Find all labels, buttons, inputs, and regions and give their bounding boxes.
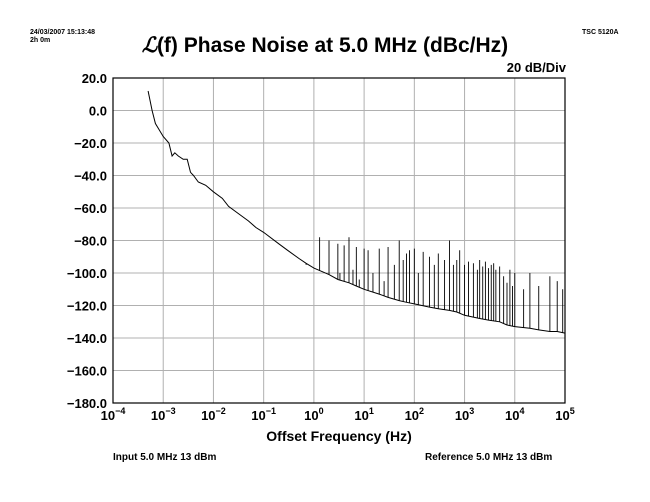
y-tick-label: 0.0 bbox=[89, 104, 107, 119]
y-tick-label: −180.0 bbox=[67, 396, 107, 411]
x-tick-label: 105 bbox=[555, 406, 574, 423]
x-tick-label: 10−4 bbox=[101, 406, 126, 423]
y-tick-label: −100.0 bbox=[67, 266, 107, 281]
x-tick-label: 10−2 bbox=[201, 406, 226, 423]
y-tick-label: −60.0 bbox=[74, 201, 107, 216]
x-tick-label: 10−3 bbox=[151, 406, 176, 423]
x-tick-label: 104 bbox=[505, 406, 524, 423]
x-tick-label: 100 bbox=[304, 406, 323, 423]
measurement-duration: 2h 0m bbox=[30, 37, 51, 44]
x-tick-label: 101 bbox=[354, 406, 373, 423]
title-symbol: ℒ bbox=[141, 32, 157, 57]
x-tick-label: 102 bbox=[405, 406, 424, 423]
plot-frame bbox=[112, 77, 566, 404]
y-tick-label: −140.0 bbox=[67, 331, 107, 346]
chart-title: ℒ(f) Phase Noise at 5.0 MHz (dBc/Hz) bbox=[0, 32, 650, 58]
y-tick-label: −20.0 bbox=[74, 136, 107, 151]
reference-info: Reference 5.0 MHz 13 dBm bbox=[425, 452, 553, 463]
y-tick-label: −160.0 bbox=[67, 364, 107, 379]
measurement-timestamp: 24/03/2007 15:13:48 bbox=[30, 29, 95, 36]
x-tick-label: 10−1 bbox=[251, 406, 276, 423]
title-text: (f) Phase Noise at 5.0 MHz (dBc/Hz) bbox=[156, 34, 509, 57]
x-axis-title: Offset Frequency (Hz) bbox=[266, 428, 411, 444]
y-tick-label: −40.0 bbox=[74, 169, 107, 184]
y-tick-label: −120.0 bbox=[67, 299, 107, 314]
instrument-model: TSC 5120A bbox=[582, 29, 619, 36]
y-tick-label: −80.0 bbox=[74, 234, 107, 249]
x-tick-label: 103 bbox=[455, 406, 474, 423]
scale-label: 20 dB/Div bbox=[506, 60, 566, 75]
y-tick-label: 20.0 bbox=[82, 71, 107, 86]
phase-noise-line bbox=[147, 90, 566, 334]
input-info: Input 5.0 MHz 13 dBm bbox=[113, 452, 217, 463]
